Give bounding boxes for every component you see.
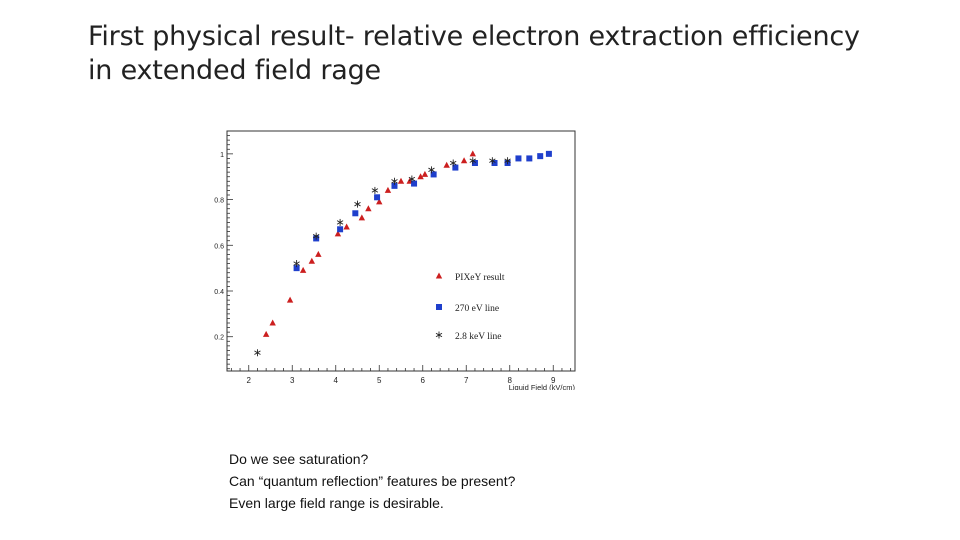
data-point-square: [352, 210, 359, 217]
data-point-square: [452, 164, 459, 171]
x-tick-label: 5: [377, 376, 382, 385]
data-point-star: [428, 166, 435, 174]
y-tick-label: 0.2: [214, 335, 224, 342]
note-saturation: Do we see saturation?: [229, 451, 369, 467]
legend-label: 270 eV line: [455, 304, 499, 314]
data-point-triangle: [334, 230, 342, 237]
data-point-triangle: [417, 173, 424, 180]
data-point-star: [354, 200, 361, 208]
data-point-square: [430, 171, 437, 178]
legend: PIXeY result 270 eV line 2.8 keV line: [435, 272, 505, 342]
data-point-star: [293, 260, 300, 268]
data-point-square: [526, 155, 533, 162]
y-tick-label: 0.6: [214, 243, 224, 250]
x-tick-label: 7: [464, 376, 469, 385]
data-points: [254, 150, 552, 357]
data-point-star: [336, 218, 344, 226]
x-tick-label: 9: [551, 376, 556, 385]
data-point-triangle: [376, 198, 383, 205]
data-point-star: [504, 157, 511, 165]
data-point-triangle: [343, 223, 350, 230]
data-point-square: [374, 194, 381, 201]
note-quantum-reflection: Can “quantum reflection” features be pre…: [229, 473, 516, 489]
data-point-star: [254, 349, 261, 357]
note-field-range: Even large field range is desirable.: [229, 495, 444, 511]
x-tick-label: 3: [290, 376, 295, 385]
data-point-square: [515, 155, 522, 162]
plot-frame: [226, 130, 576, 372]
data-point-triangle: [460, 157, 468, 164]
y-tick-label: 0.8: [214, 198, 224, 205]
axes: 2 3 4 5 6 7 8 9 0.2 0.4 0.6 0.8 1 Liquid Field (kV/cm…: [214, 130, 576, 390]
data-point-triangle: [308, 257, 316, 264]
data-point-square: [545, 150, 552, 157]
x-tick-label: 4: [334, 376, 339, 385]
x-tick-label: 8: [508, 376, 513, 385]
x-tick-label: 2: [247, 376, 252, 385]
data-point-star: [408, 175, 416, 183]
data-point-triangle: [397, 177, 405, 184]
data-point-star: [489, 157, 496, 165]
efficiency-chart: 2 3 4 5 6 7 8 9 0.2 0.4 0.6 0.8 1 Liquid Field (kV/cm…: [200, 128, 580, 390]
data-point-star: [312, 232, 320, 240]
data-point-triangle: [286, 296, 294, 303]
data-point-triangle: [315, 250, 322, 257]
data-point-square: [471, 160, 478, 166]
data-point-triangle: [443, 161, 450, 168]
data-point-triangle: [262, 330, 270, 337]
data-point-triangle: [384, 186, 392, 193]
legend-label: 2.8 keV line: [455, 332, 502, 342]
data-point-triangle: [269, 319, 276, 326]
data-point-triangle: [469, 150, 476, 157]
data-point-square: [391, 182, 398, 189]
legend-label: PIXeY result: [455, 273, 505, 283]
data-point-square: [537, 153, 544, 160]
slide-title: First physical result- relative electron…: [88, 21, 860, 86]
chart-svg: 2 3 4 5 6 7 8 9 0.2 0.4 0.6 0.8 1 Liquid Field (kV/cm…: [214, 130, 576, 390]
x-axis-label: Liquid Field (kV/cm): [509, 383, 576, 390]
legend-marker-square: [436, 304, 442, 310]
data-point-star: [391, 177, 398, 185]
y-tick-label: 1: [220, 152, 224, 159]
legend-marker-triangle: [435, 272, 443, 279]
data-point-triangle: [365, 205, 372, 212]
y-tick-label: 0.4: [214, 289, 224, 296]
x-tick-label: 6: [421, 376, 426, 385]
data-point-star: [469, 157, 477, 165]
data-point-triangle: [299, 266, 307, 273]
slide-notes: Do we see saturation? Can “quantum refle…: [229, 448, 649, 514]
data-point-square: [337, 226, 344, 233]
data-point-star: [371, 186, 379, 194]
data-point-star: [449, 159, 457, 167]
legend-marker-star: [435, 331, 443, 339]
data-point-square: [411, 180, 418, 187]
data-point-triangle: [358, 214, 366, 221]
data-point-square: [293, 265, 300, 272]
data-point-triangle: [421, 170, 429, 177]
data-point-square: [491, 160, 498, 166]
